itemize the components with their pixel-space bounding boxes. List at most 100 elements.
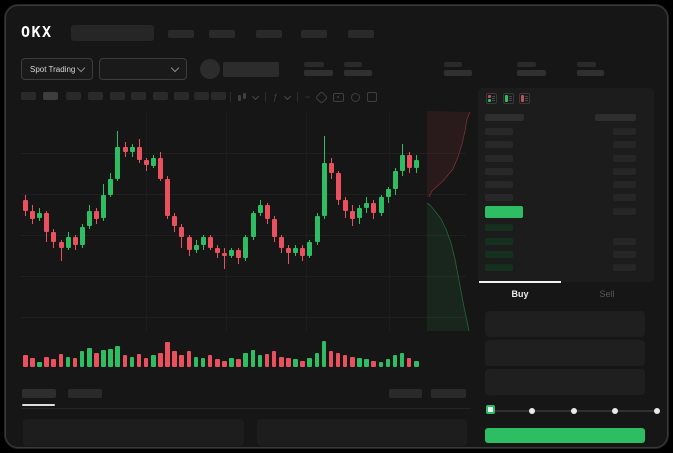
timeframe-button-6[interactable]	[131, 92, 146, 100]
bid-row-amount[interactable]	[613, 264, 636, 271]
order-total-field[interactable]	[485, 369, 645, 395]
candle-down	[94, 210, 100, 219]
bottom-tab-active[interactable]	[22, 389, 56, 398]
camera-icon[interactable]	[333, 92, 345, 102]
chart-tools: ƒ ~	[230, 90, 378, 104]
volume-bar	[79, 351, 85, 367]
tab-sell[interactable]: Sell	[599, 289, 615, 299]
orderbook-view-asks-icon[interactable]	[519, 93, 530, 104]
chevron-down-icon[interactable]	[251, 92, 260, 100]
market-selector-dropdown[interactable]: Spot Trading	[21, 58, 93, 80]
slider-stop-100[interactable]	[654, 408, 660, 414]
volume-bar	[51, 359, 56, 367]
depth-chart	[427, 111, 471, 331]
timeframe-button-3[interactable]	[66, 92, 81, 100]
orderbook-header-amount	[595, 114, 636, 121]
app-window: OKX Spot Trading ƒ ~	[4, 4, 669, 449]
ask-row-price[interactable]	[485, 194, 513, 201]
indicators-icon[interactable]: ƒ	[273, 92, 279, 102]
ask-row-amount[interactable]	[613, 155, 636, 162]
timeframe-button-10[interactable]	[211, 92, 226, 100]
pair-selector-dropdown[interactable]	[99, 58, 187, 80]
ask-row-amount[interactable]	[613, 181, 636, 188]
volume-bar	[314, 352, 319, 367]
bid-row-price[interactable]	[485, 238, 513, 245]
order-amount-field[interactable]	[485, 340, 645, 366]
timeframe-button-1[interactable]	[21, 92, 36, 100]
amount-slider-handle[interactable]	[486, 405, 495, 414]
tab-buy[interactable]: Buy	[511, 289, 529, 299]
bottom-action-1[interactable]	[389, 389, 422, 398]
nav-item-1[interactable]	[168, 30, 194, 38]
nav-item-5[interactable]	[348, 30, 374, 38]
ask-row-amount[interactable]	[613, 168, 636, 175]
ask-row-price[interactable]	[485, 141, 513, 148]
ask-row-amount[interactable]	[613, 141, 636, 148]
last-price-badge[interactable]	[485, 206, 523, 218]
settings-icon[interactable]	[351, 92, 361, 102]
ticker-stat-value	[444, 70, 472, 76]
header-search-placeholder[interactable]	[71, 25, 154, 41]
candle-down	[406, 154, 412, 169]
candle-wick	[288, 245, 290, 264]
timeframe-button-9[interactable]	[194, 92, 209, 100]
nav-item-4[interactable]	[301, 30, 327, 38]
volume-bar	[72, 357, 78, 367]
bid-row-amount[interactable]	[613, 251, 636, 258]
last-price-amount[interactable]	[613, 208, 636, 215]
candle-up	[193, 245, 199, 251]
orderbook-header-price	[485, 114, 524, 121]
volume-bar	[271, 351, 277, 367]
candle-down	[286, 247, 292, 253]
candle-down	[165, 178, 171, 216]
compare-icon[interactable]	[315, 90, 329, 104]
candle-up	[250, 213, 256, 238]
orderbook-view-all-icon[interactable]	[486, 93, 497, 104]
ask-row-amount[interactable]	[613, 194, 636, 201]
slider-stop-50[interactable]	[571, 408, 577, 414]
ask-row-amount[interactable]	[613, 128, 636, 135]
bid-row-price[interactable]	[485, 224, 513, 231]
gridline	[389, 111, 390, 331]
orderbook-view-bids-icon[interactable]	[503, 93, 514, 104]
order-price-field[interactable]	[485, 311, 645, 337]
volume-bar	[264, 354, 270, 367]
bottom-tab-2[interactable]	[68, 389, 102, 398]
bid-row-price[interactable]	[485, 264, 513, 271]
volume-bar	[357, 357, 362, 367]
gridline	[306, 111, 307, 331]
volume-bar	[307, 357, 312, 367]
nav-item-2[interactable]	[209, 30, 235, 38]
okx-logo[interactable]: OKX	[21, 23, 53, 41]
timeframe-button-8[interactable]	[174, 92, 189, 100]
ticker-stat-value	[304, 70, 333, 76]
gridline	[21, 153, 466, 154]
candle-style-icon[interactable]	[238, 92, 246, 102]
candle-down	[122, 146, 128, 153]
ask-row-price[interactable]	[485, 155, 513, 162]
ask-row-price[interactable]	[485, 181, 513, 188]
timeframe-button-2[interactable]	[43, 92, 58, 100]
timeframe-button-7[interactable]	[153, 92, 168, 100]
candle-up	[392, 170, 398, 190]
ask-row-price[interactable]	[485, 128, 513, 135]
candle-down	[136, 146, 142, 161]
volume-bar	[286, 357, 291, 367]
ask-row-price[interactable]	[485, 168, 513, 175]
bid-row-amount[interactable]	[613, 238, 636, 245]
buy-submit-button[interactable]	[485, 428, 645, 443]
timeframe-button-4[interactable]	[88, 92, 103, 100]
line-tool-icon[interactable]: ~	[305, 92, 311, 102]
slider-stop-75[interactable]	[612, 408, 618, 414]
slider-stop-25[interactable]	[529, 408, 535, 414]
bottom-action-2[interactable]	[431, 389, 466, 398]
volume-bar	[87, 347, 92, 367]
nav-item-3[interactable]	[256, 30, 282, 38]
fullscreen-icon[interactable]	[367, 92, 378, 102]
timeframe-button-5[interactable]	[110, 92, 125, 100]
candle-down	[172, 215, 178, 227]
chevron-down-icon[interactable]	[283, 92, 292, 100]
volume-bar	[44, 356, 49, 367]
candle-down	[271, 218, 277, 238]
bid-row-price[interactable]	[485, 251, 513, 258]
